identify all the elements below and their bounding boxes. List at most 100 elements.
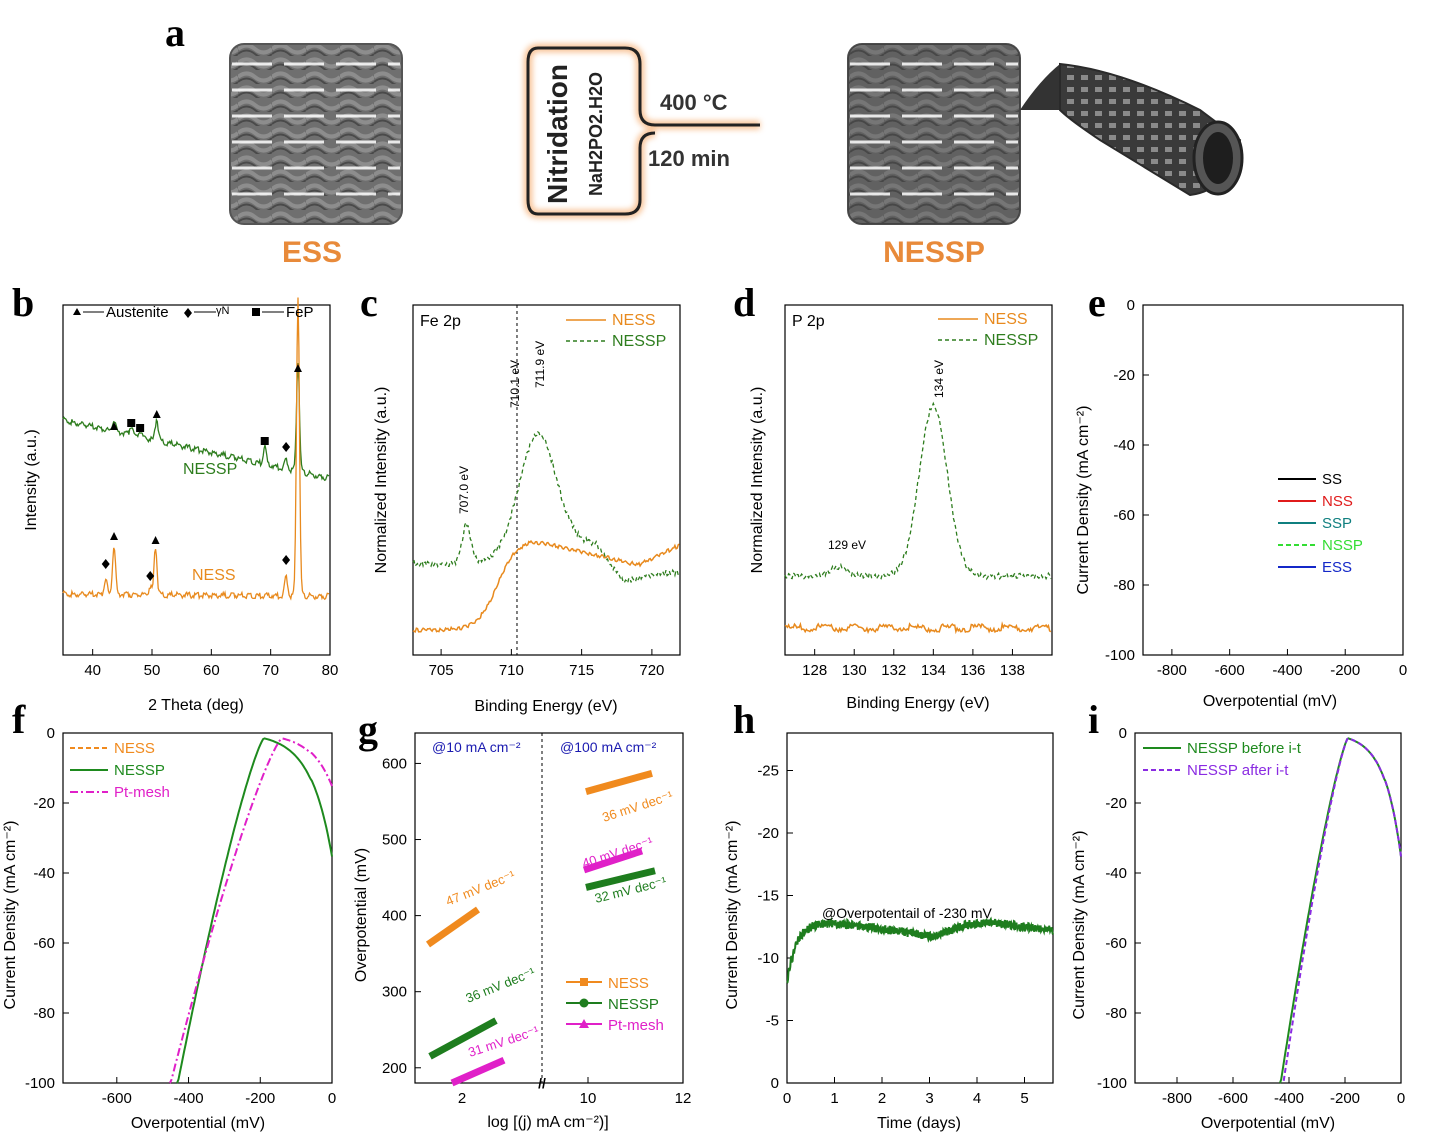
legend-gamma-n: γN	[216, 305, 230, 317]
y-axis-label: Current Density (mA cm⁻²)	[2, 821, 19, 1010]
polarization-line	[176, 737, 333, 1084]
x-tick-label: 128	[802, 662, 827, 679]
austenite-marker	[110, 422, 119, 430]
x-tick-label: -200	[245, 1090, 275, 1107]
panel-d: d 128 130 132 134 136 138 P 2p NESS NESSP 129…	[733, 280, 1053, 712]
nessp-label: NESSP	[883, 236, 985, 269]
y-tick-label: -100	[25, 1075, 55, 1092]
panel-letter-g: g	[358, 707, 378, 752]
legend: Austenite γN FeP	[73, 304, 314, 321]
panel-letter-c: c	[360, 280, 378, 325]
annotation-129: 129 eV	[828, 538, 866, 552]
y-tick-label: -40	[1113, 437, 1135, 454]
nessp-p2p-line	[784, 401, 1052, 581]
axis-break: //	[538, 1075, 546, 1091]
y-tick-label: -40	[33, 865, 55, 882]
x-tick-label: 60	[203, 662, 220, 679]
legend-label: NESSP	[608, 996, 659, 1013]
x-tick-label: 136	[960, 662, 985, 679]
legend-marker	[579, 998, 589, 1008]
annotation-710: 710.1 eV	[508, 360, 522, 408]
x-tick-label: 132	[881, 662, 906, 679]
fep-marker	[260, 437, 269, 445]
panel-b: b 40 50 60 70 80 NESSP NESS Austenite γN FeP…	[12, 280, 338, 714]
y-tick-label: -100	[1097, 1075, 1127, 1092]
tafel-segment-low	[450, 1056, 506, 1087]
region-label-100: @100 mA cm⁻²	[560, 739, 657, 755]
x-tick-label: 134	[921, 662, 946, 679]
legend-label: NSS	[1322, 493, 1353, 510]
tafel-slope-low: 47 mV dec⁻¹	[444, 867, 518, 909]
panel-a-schematic: a ESS Nitridation NaH2PO2.H2O 400 °C 120…	[165, 10, 1244, 269]
x-tick-label: -400	[1274, 1090, 1304, 1107]
tafel-slope-high: 40 mV dec⁻¹	[580, 834, 655, 871]
x-tick-label: 710	[499, 662, 524, 679]
panel-title-fe2p: Fe 2p	[420, 313, 461, 330]
nanotube-illustration	[1020, 62, 1244, 197]
x-tick-label: 138	[1000, 662, 1025, 679]
y-tick-label: -15	[757, 888, 779, 905]
x-tick-label: -200	[1330, 662, 1360, 679]
x-axis-label: Time (days)	[877, 1115, 961, 1132]
x-tick-label: 0	[783, 1090, 791, 1107]
y-tick-label: 300	[382, 984, 407, 1001]
polarization-line	[1282, 737, 1402, 1084]
panel-letter-d: d	[733, 280, 755, 325]
plot-frame	[1134, 732, 1402, 1084]
tafel-segment-low	[428, 1017, 498, 1060]
panel-letter-b: b	[12, 280, 34, 325]
legend-label: SSP	[1322, 515, 1352, 532]
x-tick-label: 40	[84, 662, 101, 679]
legend-marker	[580, 978, 588, 986]
x-tick-label: -600	[102, 1090, 132, 1107]
legend-label: ESS	[1322, 559, 1352, 576]
panel-letter-h: h	[733, 697, 755, 742]
legend-label: NESS	[608, 975, 649, 992]
panel-letter-i: i	[1088, 697, 1099, 742]
tafel-segment-high	[582, 847, 644, 874]
time-label: 120 min	[648, 146, 730, 171]
tafel-slope-high: 36 mV dec⁻¹	[600, 788, 675, 825]
y-tick-label: -20	[33, 795, 55, 812]
ness-p2p-line	[784, 621, 1052, 635]
x-tick-label: 130	[842, 662, 867, 679]
x-tick-label: -800	[1162, 1090, 1192, 1107]
nessp-wire-mesh	[847, 43, 1021, 225]
y-tick-label: -20	[757, 825, 779, 842]
y-tick-label: -25	[757, 763, 779, 780]
y-axis-label: Intensity (a.u.)	[23, 429, 40, 530]
x-tick-label: 10	[580, 1090, 597, 1107]
austenite-marker	[152, 410, 161, 418]
legend-fep: FeP	[286, 304, 314, 321]
x-tick-label: 70	[262, 662, 279, 679]
plot-frame	[412, 304, 681, 656]
x-tick-label: 720	[639, 662, 664, 679]
nitridation-label: Nitridation	[542, 64, 573, 204]
annotation-707: 707.0 eV	[457, 466, 471, 514]
gamma-n-marker	[282, 555, 291, 565]
y-tick-label: -5	[766, 1013, 779, 1030]
y-tick-label: 0	[47, 725, 55, 742]
y-tick-label: 600	[382, 755, 407, 772]
reagent-label: NaH2PO2.H2O	[586, 72, 606, 196]
ess-label: ESS	[282, 236, 342, 269]
y-axis-label: Normalized Intensity (a.u.)	[749, 387, 766, 574]
y-tick-label: -60	[1105, 935, 1127, 952]
legend-label: Pt-mesh	[608, 1017, 664, 1034]
annotation-134: 134 eV	[932, 360, 946, 398]
x-tick-label: 50	[144, 662, 161, 679]
x-tick-label: -400	[1272, 662, 1302, 679]
legend-austenite: Austenite	[106, 304, 169, 321]
plot-frame	[784, 304, 1053, 656]
y-tick-label: 200	[382, 1060, 407, 1077]
x-tick-label: -800	[1157, 662, 1187, 679]
panel-title-p2p: P 2p	[792, 313, 825, 330]
polarization-line	[1279, 737, 1402, 1084]
x-tick-label: -400	[174, 1090, 204, 1107]
austenite-marker	[151, 536, 160, 544]
panel-i: i -800 -600 -400 -200 0 0 -20 -40 -60 -80 -100 NES…	[1071, 697, 1405, 1132]
legend-ness: NESS	[612, 312, 656, 329]
x-axis-label: Overpotential (mV)	[1203, 693, 1337, 710]
y-tick-label: -10	[757, 950, 779, 967]
y-axis-label: Normalized Intensity (a.u.)	[373, 387, 390, 574]
